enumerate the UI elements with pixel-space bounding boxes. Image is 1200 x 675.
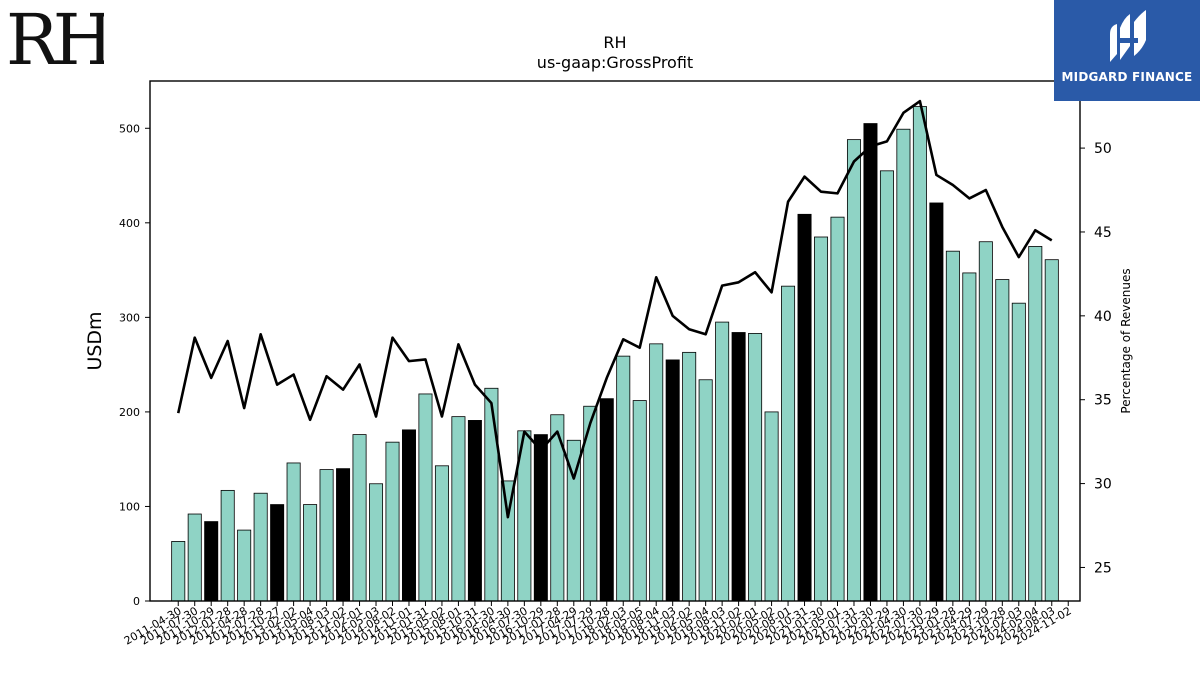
plot-frame xyxy=(149,80,1081,602)
bar xyxy=(682,351,697,602)
bar xyxy=(929,202,944,602)
y2-tick-label: 35 xyxy=(1094,393,1112,409)
bar xyxy=(715,321,730,602)
y2-tick-label: 40 xyxy=(1094,309,1112,325)
y-tick-label: 300 xyxy=(119,311,140,324)
bar xyxy=(220,489,235,602)
bar xyxy=(451,416,466,602)
bar xyxy=(286,462,301,602)
bar-series xyxy=(171,106,1059,602)
bar xyxy=(336,468,351,602)
bar xyxy=(945,250,960,602)
y-tick-label: 500 xyxy=(119,122,140,135)
rh-logo-text: RH xyxy=(6,2,104,70)
bar xyxy=(434,465,449,602)
bar xyxy=(1028,246,1043,602)
bar xyxy=(385,441,400,602)
bar xyxy=(863,123,878,602)
y-tick-label: 400 xyxy=(119,217,140,230)
bar xyxy=(978,241,993,602)
chart-title: RH xyxy=(603,33,627,52)
bar xyxy=(781,285,796,602)
bar xyxy=(253,492,268,602)
percentage-line-series xyxy=(176,99,1053,519)
y-tick-label: 100 xyxy=(119,500,140,513)
bar xyxy=(665,359,680,602)
bar xyxy=(912,106,927,602)
midgard-logo-icon xyxy=(1110,10,1146,62)
bar xyxy=(632,400,647,602)
axes: 01002003004005002530354045502011-04-3020… xyxy=(119,80,1112,648)
bar xyxy=(797,213,812,602)
bar xyxy=(616,355,631,602)
bar xyxy=(467,420,482,602)
bar xyxy=(237,529,252,602)
bar xyxy=(649,343,664,602)
bar xyxy=(352,434,367,602)
bar xyxy=(418,393,433,602)
bar xyxy=(764,411,779,602)
bar xyxy=(814,236,829,602)
y2-tick-label: 50 xyxy=(1094,141,1112,157)
rh-logo: RH xyxy=(4,0,117,81)
y-tick-label: 0 xyxy=(133,595,140,608)
bar xyxy=(171,541,186,602)
bar xyxy=(846,139,861,602)
bar xyxy=(369,483,384,602)
y2-axis-label: Percentage of Revenues xyxy=(1119,268,1133,413)
bar xyxy=(1011,302,1026,602)
midgard-brand-text: MIDGARD FINANCE xyxy=(1061,70,1193,84)
y-axis-label: USDm xyxy=(84,311,106,370)
bar xyxy=(830,216,845,602)
bar xyxy=(748,333,763,602)
bar xyxy=(303,504,318,602)
bar xyxy=(879,170,894,602)
bar xyxy=(599,398,614,602)
y2-tick-label: 30 xyxy=(1094,477,1112,493)
bar xyxy=(1044,259,1059,602)
bar xyxy=(187,513,202,602)
midgard-finance-logo: MIDGARD FINANCE xyxy=(1054,0,1200,101)
bar xyxy=(698,379,713,602)
y2-tick-label: 45 xyxy=(1094,225,1112,241)
bar xyxy=(484,387,499,602)
y2-tick-label: 25 xyxy=(1094,560,1112,576)
bar xyxy=(962,272,977,602)
rh-logo-mark: RH xyxy=(6,0,117,81)
y-tick-label: 200 xyxy=(119,406,140,419)
bar xyxy=(319,469,334,602)
bar xyxy=(401,429,416,602)
bar xyxy=(731,332,746,602)
bar xyxy=(533,434,548,602)
bar xyxy=(204,521,219,602)
bar xyxy=(995,279,1010,602)
chart-subtitle: us-gaap:GrossProfit xyxy=(536,53,694,72)
bar xyxy=(270,504,285,602)
bar xyxy=(896,128,911,602)
percentage-line xyxy=(176,99,1053,519)
